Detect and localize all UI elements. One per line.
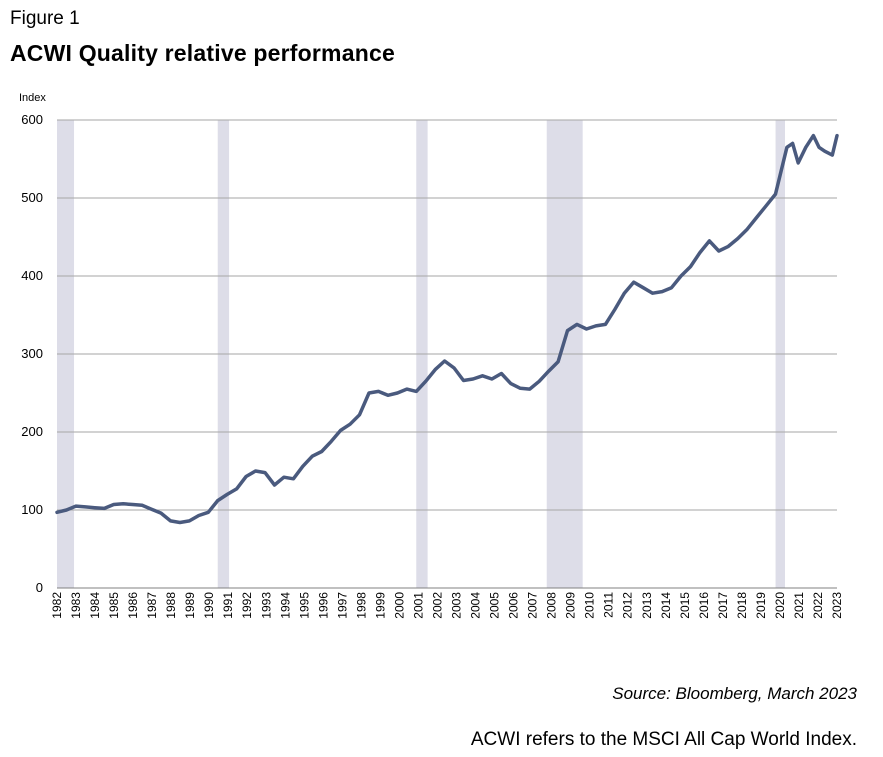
x-tick-label: 1996 (316, 592, 330, 619)
x-tick-label: 1990 (202, 592, 216, 619)
x-tick-label: 2008 (545, 592, 559, 619)
x-tick-label: 1999 (373, 592, 387, 619)
x-tick-label: 2019 (754, 592, 768, 619)
x-tick-label: 2012 (621, 592, 635, 619)
x-tick-label: 1994 (278, 592, 292, 619)
x-tick-label: 1991 (221, 592, 235, 619)
x-tick-label: 1993 (259, 592, 273, 619)
x-tick-label: 2014 (659, 592, 673, 619)
x-tick-label: 2007 (526, 592, 540, 619)
x-tick-label: 1989 (183, 592, 197, 619)
y-tick-label: 100 (21, 502, 43, 517)
x-tick-label: 2020 (773, 592, 787, 619)
x-tick-label: 1982 (50, 592, 64, 619)
x-tick-label: 2021 (792, 592, 806, 619)
x-tick-label: 2022 (811, 592, 825, 619)
x-tick-label: 2002 (430, 592, 444, 619)
x-tick-label: 2006 (507, 592, 521, 619)
source-note: Source: Bloomberg, March 2023 (612, 684, 857, 703)
line-chart: 0 100 200 300 400 500 600 1982 1983 1984 1985 1986 1… (19, 92, 844, 619)
x-tick-label: 1985 (107, 592, 121, 619)
x-tick-label: 2003 (450, 592, 464, 619)
chart-title: ACWI Quality relative performance (10, 40, 395, 66)
y-tick-label: 400 (21, 268, 43, 283)
y-tick-label: 500 (21, 190, 43, 205)
x-tick-label: 2023 (830, 592, 844, 619)
y-tick-label: 600 (21, 112, 43, 127)
x-tick-label: 2011 (602, 592, 616, 618)
x-tick-label: 1998 (354, 592, 368, 619)
x-tick-label: 1995 (297, 592, 311, 619)
y-tick-label: 200 (21, 424, 43, 439)
x-tick-label: 1992 (240, 592, 254, 619)
x-tick-label: 2009 (564, 592, 578, 619)
x-tick-label: 1997 (335, 592, 349, 619)
x-tick-label: 2010 (583, 592, 597, 619)
x-tick-label: 2015 (678, 592, 692, 619)
y-axis-label: Index (19, 92, 46, 104)
x-tick-label: 2013 (640, 592, 654, 619)
series-line (55, 133, 839, 525)
x-tick-label: 1987 (145, 592, 159, 619)
x-tick-label: 2005 (488, 592, 502, 619)
x-tick-label: 2001 (411, 592, 425, 619)
y-tick-label: 300 (21, 346, 43, 361)
footnote: ACWI refers to the MSCI All Cap World In… (470, 729, 857, 750)
x-tick-label: 2018 (735, 592, 749, 619)
y-tick-label: 0 (36, 580, 43, 595)
x-tick-label: 2016 (697, 592, 711, 619)
x-tick-label: 2004 (469, 592, 483, 619)
figure-label: Figure 1 (10, 8, 80, 29)
x-tick-label: 2000 (392, 592, 406, 619)
x-tick-label: 2017 (716, 592, 730, 619)
x-tick-label: 1983 (69, 592, 83, 619)
x-tick-label: 1986 (126, 592, 140, 619)
x-tick-label: 1988 (164, 592, 178, 619)
x-tick-label: 1984 (88, 592, 102, 619)
